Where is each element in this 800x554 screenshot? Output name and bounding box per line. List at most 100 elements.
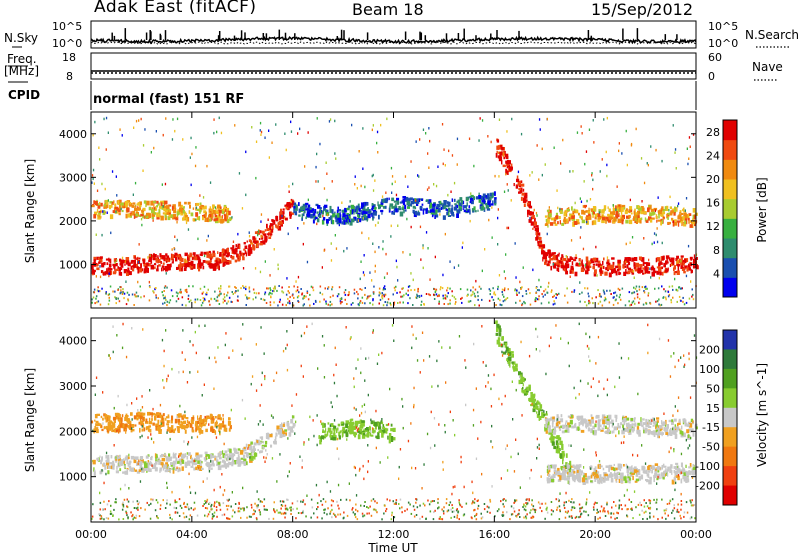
- data-point: [571, 290, 573, 293]
- data-point: [590, 480, 593, 483]
- data-point: [655, 214, 658, 219]
- power-heatmap: [91, 116, 699, 307]
- data-point: [199, 287, 202, 290]
- data-point: [280, 424, 283, 429]
- data-point: [147, 460, 150, 465]
- data-point: [317, 214, 320, 217]
- data-point: [103, 117, 105, 121]
- data-point: [164, 301, 166, 304]
- data-point: [214, 430, 217, 435]
- data-point: [409, 197, 413, 201]
- data-point: [101, 287, 103, 290]
- data-point: [667, 432, 671, 436]
- data-point: [587, 428, 591, 432]
- data-point: [153, 266, 156, 270]
- data-point: [91, 181, 93, 184]
- data-point: [307, 198, 309, 202]
- data-point: [523, 195, 528, 199]
- data-point: [134, 295, 137, 298]
- data-point: [417, 174, 419, 177]
- data-point: [93, 291, 96, 294]
- data-point: [109, 204, 112, 210]
- data-point: [539, 404, 543, 409]
- data-point: [520, 196, 523, 201]
- data-point: [642, 427, 645, 430]
- data-point: [117, 297, 119, 300]
- data-point: [107, 465, 110, 468]
- data-point: [305, 295, 307, 298]
- data-point: [357, 420, 361, 424]
- data-point: [666, 257, 668, 263]
- data-point: [618, 204, 621, 207]
- data-point: [584, 268, 586, 271]
- data-point: [502, 152, 505, 157]
- data-point: [295, 280, 297, 283]
- data-point: [489, 293, 491, 296]
- data-point: [612, 205, 615, 210]
- data-point: [164, 212, 167, 218]
- data-point: [115, 302, 117, 305]
- data-point: [149, 412, 154, 416]
- data-point: [341, 201, 343, 204]
- data-point: [312, 212, 316, 216]
- data-point: [638, 301, 640, 304]
- data-point: [564, 294, 566, 297]
- data-point: [533, 393, 536, 397]
- data-point: [360, 260, 362, 263]
- data-point: [592, 220, 597, 225]
- data-point: [166, 255, 170, 259]
- data-point: [168, 204, 172, 207]
- data-point: [252, 445, 256, 451]
- data-point: [453, 206, 457, 211]
- data-point: [209, 259, 212, 264]
- data-point: [371, 207, 374, 211]
- data-point: [631, 427, 635, 432]
- data-point: [590, 208, 594, 211]
- data-point: [125, 213, 128, 219]
- data-point: [613, 217, 617, 221]
- data-point: [270, 223, 274, 226]
- data-point: [144, 463, 148, 468]
- data-point: [349, 419, 352, 424]
- data-point: [183, 267, 187, 271]
- data-point: [661, 271, 664, 276]
- data-point: [594, 423, 597, 428]
- data-point: [456, 163, 458, 166]
- data-point: [579, 215, 581, 219]
- data-point: [373, 420, 375, 424]
- data-point: [616, 268, 620, 272]
- data-point: [242, 285, 244, 287]
- data-point: [105, 418, 108, 423]
- data-point: [103, 203, 107, 207]
- data-point: [230, 300, 232, 303]
- data-point: [494, 293, 497, 296]
- data-point: [285, 206, 289, 210]
- data-point: [134, 293, 136, 296]
- data-point: [371, 203, 374, 206]
- data-point: [287, 297, 289, 300]
- data-point: [120, 286, 122, 289]
- data-point: [586, 220, 589, 225]
- data-point: [386, 304, 388, 307]
- data-point: [516, 175, 519, 179]
- data-point: [565, 422, 567, 428]
- data-point: [461, 301, 463, 304]
- data-point: [565, 267, 567, 272]
- data-point: [617, 423, 620, 428]
- data-point: [253, 442, 257, 446]
- data-point: [145, 202, 147, 208]
- data-point: [649, 476, 652, 480]
- data-point: [264, 136, 266, 139]
- data-point: [569, 170, 571, 173]
- data-point: [259, 129, 261, 132]
- data-point: [273, 441, 276, 444]
- data-point: [433, 293, 435, 296]
- data-point: [200, 304, 203, 307]
- data-point: [226, 218, 230, 224]
- data-point: [628, 300, 630, 303]
- data-point: [680, 217, 684, 221]
- data-point: [415, 140, 417, 143]
- data-point: [628, 466, 631, 471]
- data-point: [264, 260, 266, 263]
- data-point: [469, 200, 472, 204]
